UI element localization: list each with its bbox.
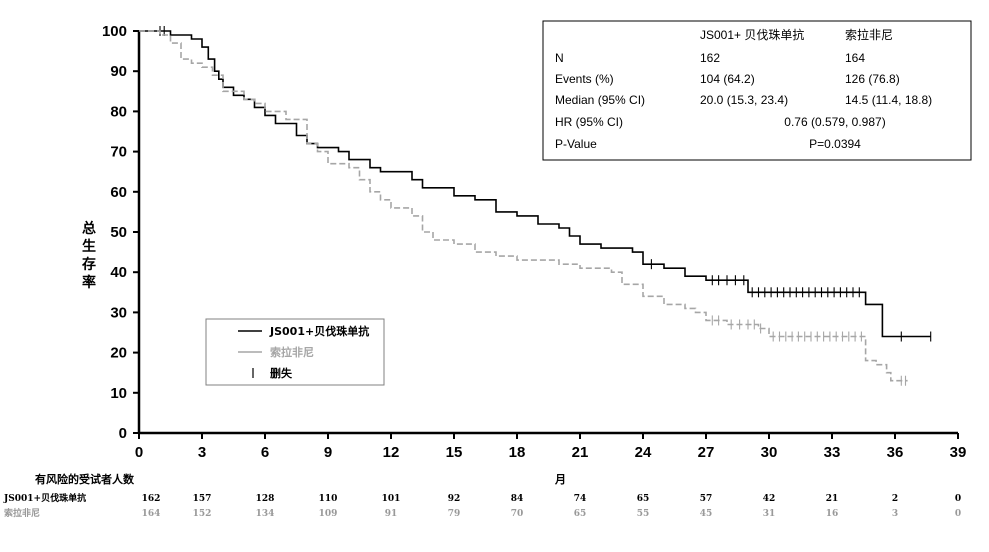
risk-count: 57 [700, 494, 713, 504]
y-tick-label: 90 [110, 63, 127, 80]
stats-cell: 20.0 (15.3, 23.4) [700, 93, 788, 107]
y-tick-label: 30 [110, 304, 127, 321]
x-tick-label: 6 [261, 444, 269, 461]
y-tick-label: 10 [110, 385, 127, 402]
risk-count: 31 [763, 509, 776, 519]
x-tick-label: 12 [383, 444, 400, 461]
x-tick-label: 39 [950, 444, 967, 461]
stats-row-label: Median (95% CI) [555, 93, 645, 107]
legend-label-arm2: 索拉非尼 [270, 345, 314, 359]
legend-border [205, 318, 385, 386]
x-tick-label: 18 [509, 444, 526, 461]
x-tick-label: 30 [761, 444, 778, 461]
risk-row-label: 索拉非尼 [4, 507, 40, 519]
risk-count: 65 [637, 494, 650, 504]
risk-count: 16 [826, 509, 839, 519]
risk-count: 0 [955, 494, 961, 504]
y-tick-label: 50 [110, 224, 127, 241]
risk-count: 152 [193, 509, 212, 519]
y-label-char: 生 [82, 238, 96, 255]
stats-cell: 162 [700, 51, 720, 65]
stats-cell: 126 (76.8) [845, 72, 900, 86]
y-tick-label: 40 [110, 264, 127, 281]
km-curve-series-1 [139, 30, 931, 338]
stats-cell-merged: 0.76 (0.579, 0.987) [784, 115, 885, 129]
y-label-char: 总 [82, 220, 96, 237]
x-tick-label: 36 [887, 444, 904, 461]
x-tick-label: 27 [698, 444, 715, 461]
legend-label-arm1: JS001+贝伐珠单抗 [269, 324, 369, 338]
risk-count: 157 [193, 494, 212, 504]
y-tick-label: 70 [110, 144, 127, 161]
y-label-char: 存 [82, 256, 96, 273]
risk-count: 110 [319, 494, 338, 504]
y-tick-label: 20 [110, 345, 127, 362]
risk-count: 92 [448, 494, 461, 504]
stats-table-border [542, 20, 972, 161]
risk-count: 79 [448, 509, 461, 519]
x-tick-label: 21 [572, 444, 589, 461]
risk-count: 162 [142, 494, 161, 504]
risk-count: 134 [256, 509, 275, 519]
y-axis-label: 总 生 存 率 [82, 220, 96, 291]
x-axis-label: 月 [554, 473, 566, 486]
risk-count: 109 [319, 509, 338, 519]
stats-cell: 14.5 (11.4, 18.8) [845, 93, 932, 107]
risk-count: 55 [637, 509, 650, 519]
x-tick-label: 9 [324, 444, 332, 461]
stats-cell: 104 (64.2) [700, 72, 755, 86]
risk-count: 65 [574, 509, 587, 519]
x-tick-label: 15 [446, 444, 463, 461]
risk-count: 101 [382, 494, 401, 504]
risk-count: 74 [574, 494, 587, 504]
risk-count: 21 [826, 494, 839, 504]
x-tick-label: 3 [198, 444, 206, 461]
stats-table: JS001+ 贝伐珠单抗 索拉非尼 N 162 164 Events (%) 1… [542, 20, 972, 161]
stats-header-arm2: 索拉非尼 [845, 27, 893, 42]
risk-count: 2 [892, 494, 898, 504]
km-curve-series-2 [139, 30, 908, 382]
stats-row-label: N [555, 51, 564, 65]
risk-row-label: JS001+贝伐珠单抗 [3, 492, 86, 504]
x-tick-label: 24 [635, 444, 652, 461]
legend: JS001+贝伐珠单抗 索拉非尼 删失 [205, 318, 385, 386]
legend-label-censor: 删失 [270, 366, 293, 380]
y-tick-label: 60 [110, 184, 127, 201]
stats-row-label: Events (%) [555, 72, 614, 86]
risk-count: 42 [763, 494, 776, 504]
stats-cell: 164 [845, 51, 865, 65]
stats-row-label: P-Value [555, 137, 597, 151]
risk-table-title: 有风险的受试者人数 [35, 472, 135, 486]
x-tick-label: 0 [135, 444, 143, 461]
risk-count: 45 [700, 509, 713, 519]
y-tick-label: 100 [102, 23, 127, 40]
risk-count: 91 [385, 509, 398, 519]
x-tick-label: 33 [824, 444, 841, 461]
stats-row-label: HR (95% CI) [555, 115, 623, 129]
survival-curves [139, 26, 932, 386]
y-label-char: 率 [82, 274, 96, 291]
stats-header-arm1: JS001+ 贝伐珠单抗 [700, 27, 804, 42]
stats-cell-merged: P=0.0394 [809, 137, 861, 151]
risk-count: 70 [511, 509, 524, 519]
y-tick-label: 80 [110, 103, 127, 120]
risk-count: 3 [892, 509, 898, 519]
y-tick-label: 0 [119, 425, 127, 442]
risk-count: 84 [511, 494, 524, 504]
risk-count: 128 [256, 494, 275, 504]
risk-count: 0 [955, 509, 961, 519]
risk-table: JS001+贝伐珠单抗 162 157 128 110 101 92 84 74 65 57 42 21… [3, 492, 961, 519]
risk-count: 164 [142, 509, 161, 519]
